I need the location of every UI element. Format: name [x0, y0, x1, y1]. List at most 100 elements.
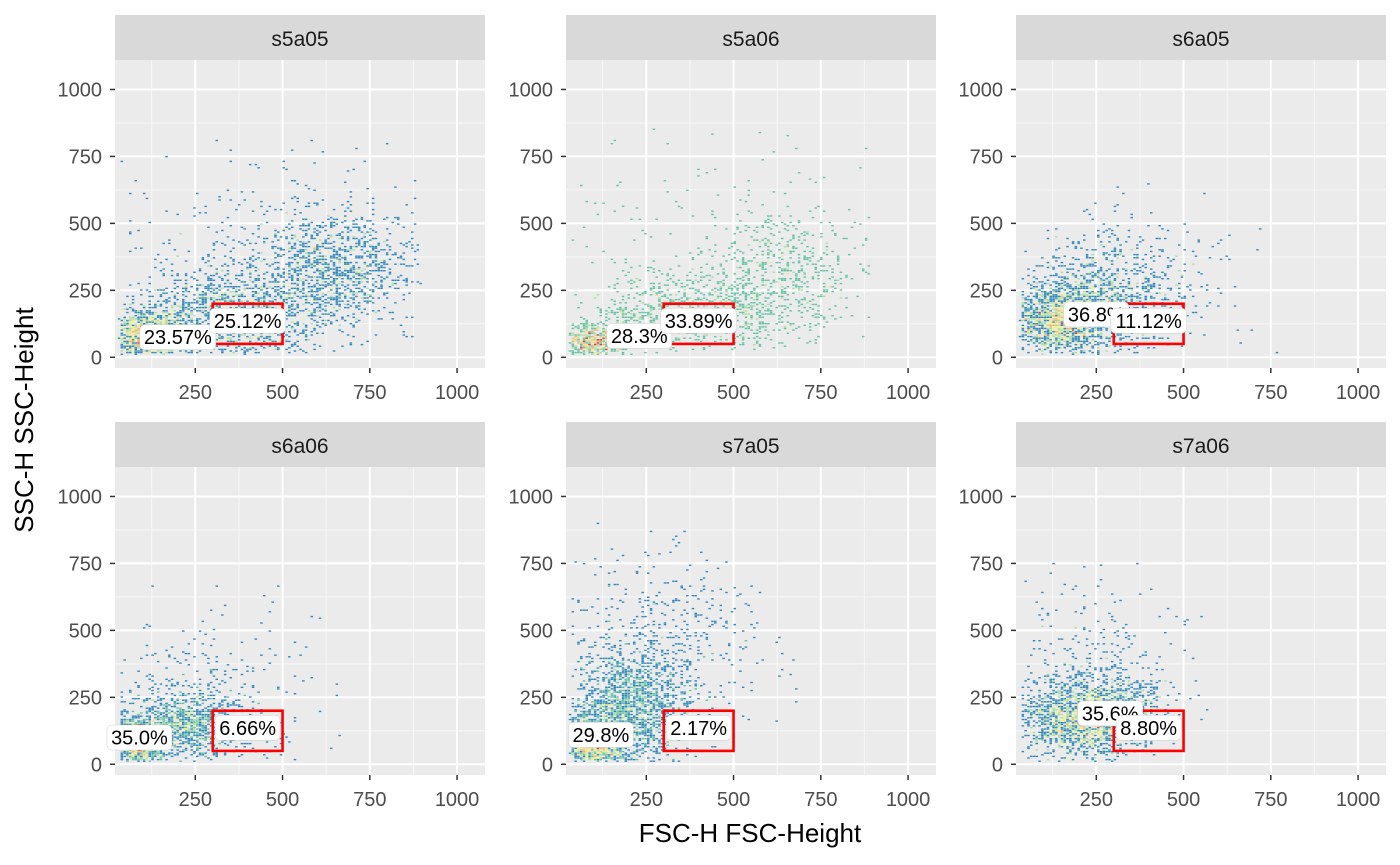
density-point: [408, 241, 411, 243]
density-point: [655, 292, 658, 294]
density-point: [641, 229, 644, 232]
density-point: [335, 257, 339, 259]
y-tick-label: 500: [520, 213, 553, 235]
density-point: [129, 347, 132, 349]
density-point: [836, 279, 840, 281]
density-point: [277, 334, 280, 336]
density-point: [349, 245, 353, 248]
density-point: [792, 323, 795, 325]
density-point: [271, 274, 274, 277]
density-point: [649, 289, 653, 291]
density-point: [797, 236, 801, 238]
density-point: [1077, 327, 1080, 330]
density-point: [1035, 334, 1038, 336]
density-point: [151, 350, 154, 352]
density-point: [1055, 286, 1058, 288]
density-point: [814, 271, 817, 273]
density-point: [126, 340, 129, 343]
density-point: [783, 228, 787, 230]
density-point: [129, 306, 132, 309]
density-point: [290, 249, 294, 251]
density-point: [755, 286, 759, 288]
density-point: [705, 284, 709, 286]
density-point: [290, 180, 294, 182]
density-point: [198, 350, 202, 352]
density-point: [274, 289, 277, 291]
density-point: [399, 255, 403, 257]
density-point: [271, 276, 274, 278]
density-point: [814, 342, 817, 344]
density-point: [134, 342, 137, 344]
density-point: [728, 287, 731, 290]
density-point: [274, 282, 277, 285]
density-point: [271, 287, 274, 290]
density-point: [1049, 337, 1052, 339]
density-point: [792, 261, 795, 264]
density-point: [867, 216, 871, 219]
density-point: [184, 287, 188, 290]
density-point: [772, 223, 776, 225]
density-point: [215, 241, 218, 243]
density-point: [638, 265, 642, 267]
density-point: [808, 323, 812, 325]
density-point: [1130, 339, 1133, 341]
density-point: [577, 340, 580, 343]
density-point: [1030, 323, 1033, 325]
density-point: [357, 273, 361, 275]
density-point: [585, 319, 588, 322]
density-point: [702, 297, 706, 299]
density-point: [822, 252, 826, 254]
density-point: [655, 315, 658, 317]
density-point: [184, 350, 188, 352]
density-point: [1083, 327, 1086, 330]
density-point: [288, 347, 291, 349]
density-point: [783, 223, 787, 225]
density-point: [795, 247, 798, 249]
density-point: [568, 332, 572, 334]
density-point: [201, 295, 205, 298]
density-point: [593, 347, 597, 349]
density-point: [739, 334, 742, 336]
density-point: [730, 348, 734, 351]
density-point: [251, 295, 255, 298]
density-point: [330, 242, 333, 245]
density-point: [1099, 290, 1103, 293]
density-point: [159, 351, 163, 354]
density-point: [1027, 310, 1030, 312]
density-point: [307, 302, 311, 304]
density-point: [288, 223, 291, 225]
density-point: [691, 215, 695, 217]
density-point: [758, 331, 762, 333]
density-point: [302, 310, 305, 312]
density-point: [374, 286, 378, 288]
density-point: [123, 347, 126, 349]
density-point: [658, 282, 661, 285]
density-point: [834, 234, 837, 236]
density-point: [708, 274, 711, 277]
density-point: [1077, 343, 1080, 346]
density-point: [582, 324, 586, 326]
density-point: [371, 249, 375, 251]
density-point: [341, 345, 344, 347]
density-point: [758, 245, 762, 248]
density-point: [316, 289, 319, 291]
density-point: [571, 342, 575, 344]
density-point: [638, 279, 642, 281]
density-point: [240, 348, 244, 351]
density-point: [229, 286, 232, 288]
density-point: [341, 249, 344, 251]
density-point: [411, 316, 414, 318]
density-point: [313, 308, 316, 310]
density-point: [1057, 343, 1061, 346]
ellipse-gate-label-box: [139, 324, 217, 350]
density-point: [193, 315, 196, 317]
density-point: [585, 342, 588, 344]
density-point: [383, 306, 386, 309]
density-point: [750, 290, 753, 293]
density-point: [1071, 287, 1075, 290]
density-point: [391, 318, 394, 320]
density-point: [330, 225, 333, 227]
density-point: [582, 331, 586, 333]
density-point: [761, 274, 764, 277]
density-point: [268, 305, 272, 307]
